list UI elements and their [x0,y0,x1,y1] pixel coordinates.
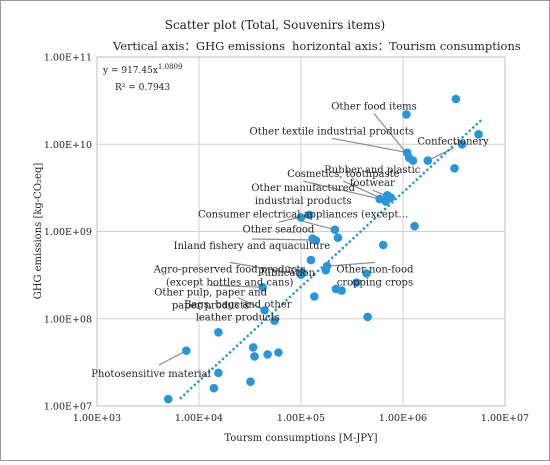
annotation-leader [237,296,265,311]
data-point [451,94,461,104]
data-point [386,193,396,202]
data-point [322,261,332,271]
x-tick-label: 1.00E+04 [175,413,223,424]
y-axis-label: GHG emissions [kg-CO₂eq] [33,163,44,300]
annotation-leader [326,261,375,267]
y-tick-label: 1.00E+09 [44,227,92,238]
data-point [250,352,259,361]
annotation-label: Consumer electrical appliances (except… [198,209,408,220]
data-point [352,278,361,287]
data-point [423,156,433,165]
annotation-label: Publication [258,268,316,279]
data-point [408,156,418,165]
annotation-labels: Other food items Other textile industrial… [91,102,489,381]
data-point [258,282,267,292]
data-point [214,328,223,337]
x-tick-label: 1.00E+05 [277,413,325,424]
data-point [450,164,459,173]
annotation-leader [303,220,336,231]
trendline-equation: y = 917.45x1.0809 [102,63,182,76]
data-point [306,255,316,265]
data-point [310,292,319,301]
annotation-leader [158,350,187,366]
annotation-label: Bags, bags and other leather products [184,299,292,323]
annotation-label: Other food items [331,102,417,113]
y-tick-label: 1.00E+10 [44,140,92,151]
data-point [402,110,411,119]
data-point [260,306,269,315]
chart-subtitle-vertical: Vertical axis：GHG emissions [112,39,285,53]
x-tick-label: 1.00E+03 [73,413,121,424]
data-point [333,233,343,242]
data-point [410,221,419,231]
data-point [311,236,321,245]
data-point [248,343,258,352]
data-point [209,383,219,393]
data-point [214,368,223,378]
data-point [337,286,346,295]
data-point [164,394,173,404]
data-point [246,377,255,387]
r-squared: R² = 0.7943 [115,83,170,93]
data-point [330,225,340,234]
y-axis-ticks: 1.00E+07 1.00E+08 1.00E+09 1.00E+10 1.00E+11 [44,53,92,413]
annotation-label: Other seafood [243,224,315,235]
annotation-label: Other non-food cropping crops [336,264,414,288]
y-tick-label: 1.00E+08 [44,314,92,325]
data-point [378,240,388,250]
annotation-label: Photosensitive material [91,369,211,380]
data-point [270,316,279,326]
annotation-leader [229,261,302,276]
trendline [179,118,484,400]
data-point [263,350,272,359]
y-tick-label: 1.00E+11 [44,53,92,64]
chart-title: Scatter plot (Total, Souvenirs items) [165,18,386,32]
x-axis-label: Toursm consumptions [M-JPY] [224,433,377,444]
data-point [362,269,371,278]
annotation-label: Rubber and plastic footwear [324,165,421,189]
plot-area [96,56,506,407]
data-point [182,346,191,356]
y-tick-label: 1.00E+07 [44,402,92,413]
annotation-label: Cosmetics, toothpaste [287,169,400,180]
data-point [304,210,314,220]
x-tick-label: 1.00E+07 [481,413,529,424]
annotation-leader [331,137,409,154]
annotation-leader [210,284,263,288]
annotation-label: Other manufactured industrial products [251,183,355,207]
chart-subtitle-horizontal: horizontal axis：Tourism consumptions [292,39,521,53]
annotation-label: Agro-preserved food products (except bott… [153,264,306,288]
annotation-leader [303,180,381,200]
data-point [296,213,306,222]
annotation-leader [251,238,315,241]
data-points [164,94,483,404]
x-tick-label: 1.00E+06 [379,413,427,424]
data-point [474,130,483,139]
data-point [274,348,283,357]
x-axis-ticks: 1.00E+03 1.00E+04 1.00E+05 1.00E+06 1.00E+07 [73,413,529,424]
data-point [298,268,307,277]
data-point [457,140,467,149]
annotation-label: Inland fishery and aquaculture [174,241,331,252]
annotation-label: Other textile industrial products [250,126,414,137]
data-point [363,312,372,322]
annotation-label: Other pulp, paper and paper products [154,287,267,311]
annotation-label: Confectionery [417,136,489,147]
